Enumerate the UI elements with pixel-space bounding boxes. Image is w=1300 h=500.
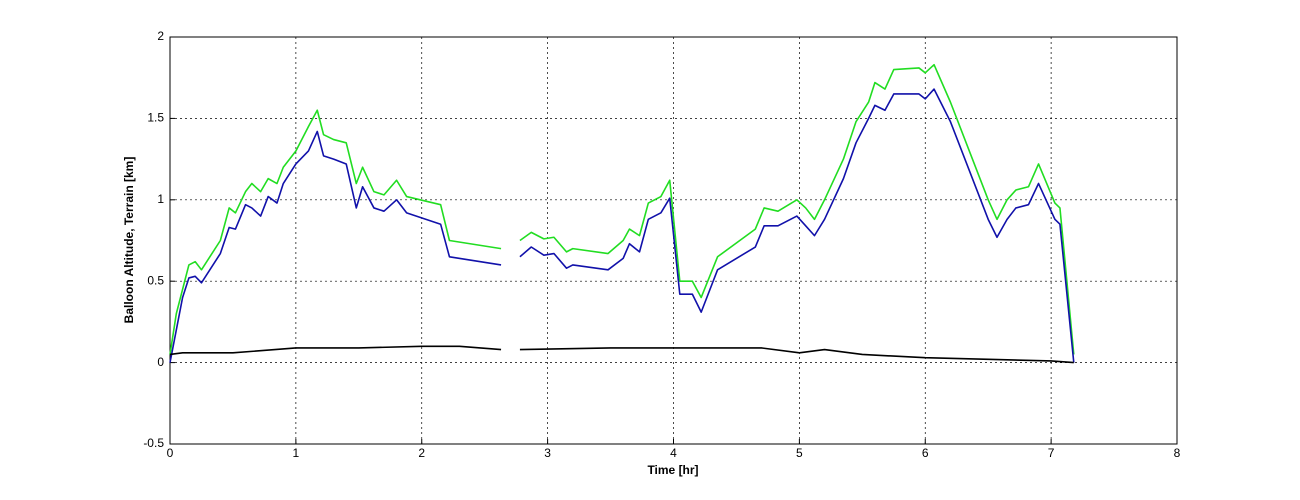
y-tick-label: 2 xyxy=(157,29,164,43)
x-tick-label: 2 xyxy=(418,446,425,460)
x-tick-label: 7 xyxy=(1048,446,1055,460)
y-tick-label: 1.5 xyxy=(147,111,164,125)
y-tick-label: 1 xyxy=(157,192,164,206)
x-tick-label: 6 xyxy=(922,446,929,460)
series-line xyxy=(169,345,1074,364)
y-axis-label: Balloon Altitude, Terrain [km] xyxy=(122,157,136,324)
x-tick-label: 3 xyxy=(544,446,551,460)
y-tick-label: -0.5 xyxy=(143,436,164,450)
y-tick-label: 0.5 xyxy=(147,273,164,287)
x-tick-label: 0 xyxy=(167,446,174,460)
x-axis-label: Time [hr] xyxy=(647,463,698,477)
x-tick-label: 1 xyxy=(293,446,300,460)
x-tick-label: 8 xyxy=(1174,446,1181,460)
axes-box xyxy=(169,36,1178,445)
series-line xyxy=(169,88,1075,363)
y-tick-label: 0 xyxy=(157,355,164,369)
series-line xyxy=(169,63,1075,355)
x-tick-label: 5 xyxy=(796,446,803,460)
x-tick-label: 4 xyxy=(670,446,677,460)
